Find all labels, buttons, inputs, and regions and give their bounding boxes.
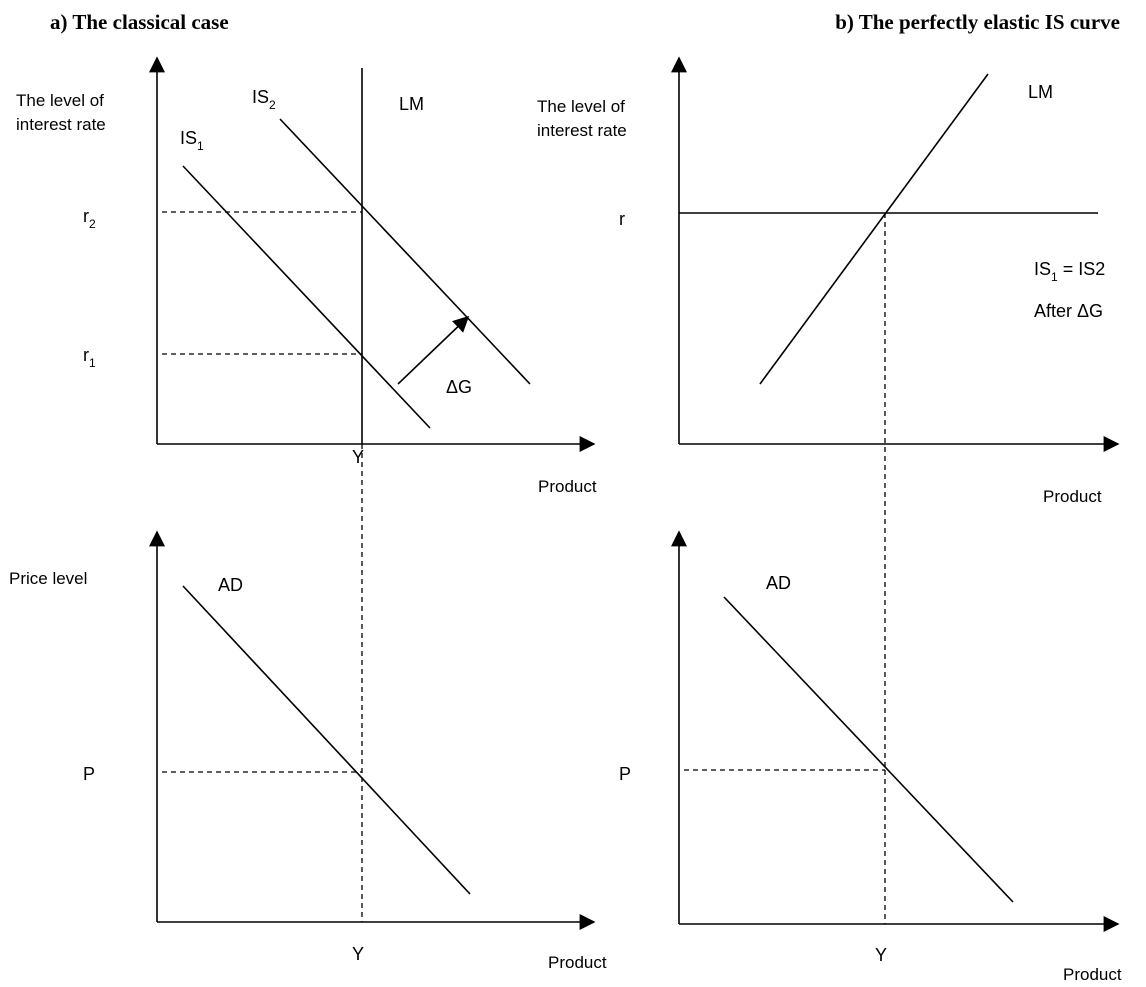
b-ad-label: AD: [766, 573, 791, 593]
a-top-x-label: Product: [538, 477, 597, 496]
a-is1-label: IS1: [180, 128, 204, 153]
a-r2-tick: r2: [83, 206, 96, 231]
b-is-label: IS1 = IS2: [1034, 259, 1105, 284]
b-bottom-x-label: Product: [1063, 965, 1122, 984]
b-after-label: After ΔG: [1034, 301, 1103, 321]
panel-b-top-graph: The level of interest rate Product r LM …: [537, 56, 1120, 770]
a-lm-label: LM: [399, 94, 424, 114]
a-is1-curve: [182, 165, 431, 429]
panel-b-bottom-graph: Product P Y AD: [619, 530, 1122, 984]
b-top-y-label-2: interest rate: [537, 121, 627, 140]
panel-a-top-graph: The level of interest rate Product r2 r1…: [16, 56, 597, 922]
a-is2-curve: [279, 118, 531, 385]
a-top-y-tick: Y: [352, 447, 364, 467]
b-lm-curve: [759, 73, 989, 385]
panel-a-title: a) The classical case: [50, 10, 229, 34]
a-p-tick: P: [83, 764, 95, 784]
b-top-x-label: Product: [1043, 487, 1102, 506]
a-bottom-x-label: Product: [548, 953, 607, 972]
panel-b-title: b) The perfectly elastic IS curve: [835, 10, 1120, 34]
b-top-y-label-1: The level of: [537, 97, 625, 116]
a-is2-label: IS2: [252, 87, 276, 112]
b-p-tick: P: [619, 764, 631, 784]
a-top-y-label-1: The level of: [16, 91, 104, 110]
a-r1-tick: r1: [83, 345, 96, 370]
a-bottom-y-tick: Y: [352, 944, 364, 964]
a-shift-arrow: [397, 315, 470, 385]
a-bottom-y-label: Price level: [9, 569, 87, 588]
a-ad-curve: [182, 585, 471, 895]
b-bottom-y-tick: Y: [875, 945, 887, 965]
b-lm-label: LM: [1028, 82, 1053, 102]
b-r-tick: r: [619, 209, 625, 229]
a-top-y-label-2: interest rate: [16, 115, 106, 134]
a-shift-label: ΔG: [446, 377, 472, 397]
a-ad-label: AD: [218, 575, 243, 595]
b-ad-curve: [723, 596, 1014, 903]
panel-a-bottom-graph: Price level Product P Y AD: [9, 530, 607, 972]
